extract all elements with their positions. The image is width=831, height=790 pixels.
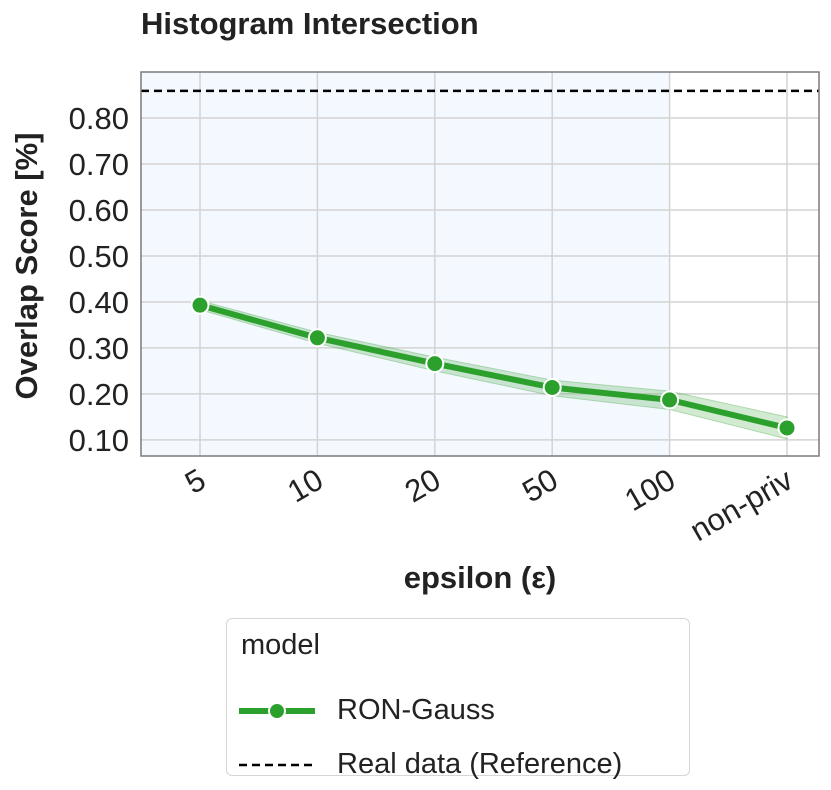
y-tick-label: 0.20 (69, 377, 129, 412)
x-tick-label: 10 (282, 462, 329, 510)
plot-area: 0.10 0.20 0.30 0.40 0.50 0.60 0.70 0.80 5 10 20 50 1… (69, 71, 820, 549)
plot-frame (140, 71, 820, 457)
data-point (190, 295, 210, 315)
y-tick-label: 0.60 (69, 193, 129, 228)
y-tick-label: 0.50 (69, 239, 129, 274)
series-line (197, 302, 790, 431)
legend: model RON-Gauss Real data (Reference) (226, 618, 690, 780)
legend-title: model (241, 629, 320, 661)
x-tick-label: 50 (516, 462, 563, 510)
y-axis-label: Overlap Score [%] (9, 132, 44, 400)
y-tick-label: 0.80 (69, 101, 129, 136)
data-point (660, 390, 680, 410)
legend-label-reference: Real data (Reference) (337, 748, 623, 780)
legend-item-reference: Real data (Reference) (237, 745, 677, 785)
x-tick-label: 100 (619, 462, 681, 518)
x-tick-label: 5 (179, 462, 211, 501)
data-point (542, 377, 562, 397)
legend-swatch-ron-gauss (239, 702, 315, 720)
y-tick-label: 0.70 (69, 147, 129, 182)
data-point (425, 354, 445, 374)
x-tick-label: 20 (399, 462, 446, 510)
legend-swatch-reference (239, 763, 315, 767)
chart-title: Histogram Intersection (141, 6, 479, 41)
legend-item-ron-gauss: RON-Gauss (237, 691, 677, 731)
y-tick-label: 0.10 (69, 423, 129, 458)
x-tick-label: non-priv (684, 462, 799, 549)
y-tick-label: 0.30 (69, 331, 129, 366)
y-tick-label: 0.40 (69, 285, 129, 320)
data-point (777, 418, 797, 438)
data-point (307, 328, 327, 348)
x-axis-label: epsilon (ε) (403, 560, 557, 595)
legend-label-ron-gauss: RON-Gauss (337, 694, 495, 726)
